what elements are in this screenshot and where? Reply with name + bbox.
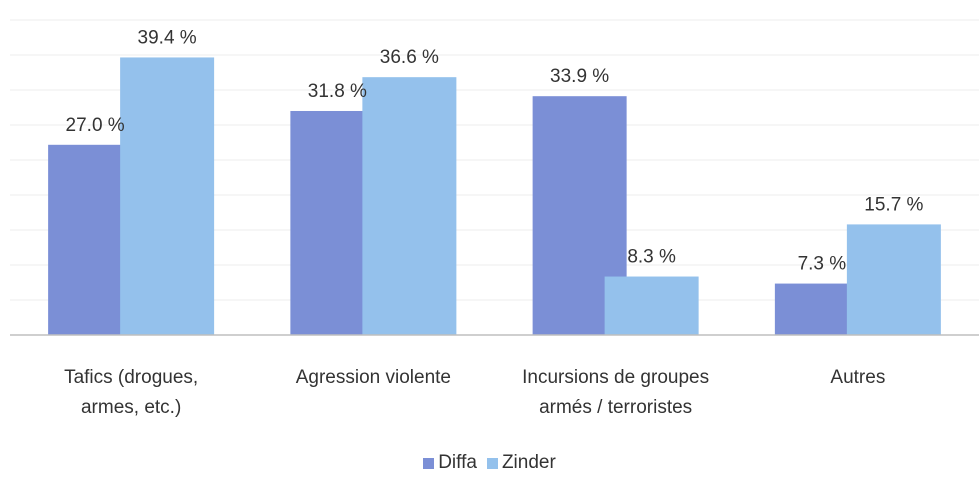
bar-chart: 27.0 % 39.4 % 31.8 % 36.6 % 33.9 % 8.3 % 7.3 %…	[10, 19, 979, 418]
data-label-diffa: 27.0 %	[66, 115, 125, 136]
category-label: Incursions de groupes	[522, 367, 709, 388]
legend: Diffa Zinder	[0, 451, 979, 475]
bars	[48, 57, 941, 336]
data-label-diffa: 33.9 %	[550, 66, 609, 87]
legend-label-zinder: Zinder	[501, 452, 556, 473]
data-label-diffa: 31.8 %	[308, 81, 367, 102]
category-label: armés / terroristes	[539, 397, 692, 418]
legend-label-diffa: Diffa	[438, 452, 477, 473]
bar-zinder	[120, 57, 215, 336]
category-label: armes, etc.)	[81, 397, 181, 418]
data-label-zinder: 8.3 %	[627, 247, 676, 268]
category-label: Tafics (drogues,	[64, 367, 198, 388]
legend-item-zinder: Zinder	[486, 452, 556, 474]
data-label-diffa: 7.3 %	[798, 254, 847, 275]
legend-swatch-diffa	[423, 457, 435, 469]
bar-zinder	[846, 224, 941, 335]
bar-zinder	[362, 77, 457, 335]
category-label: Autres	[830, 367, 885, 388]
category-labels: Tafics (drogues, armes, etc.) Agression vi…	[64, 367, 885, 418]
data-label-zinder: 15.7 %	[864, 194, 923, 215]
category-label: Agression violente	[296, 367, 451, 388]
data-label-zinder: 36.6 %	[380, 47, 439, 68]
legend-item-diffa: Diffa	[423, 452, 477, 474]
legend-swatch-zinder	[486, 457, 498, 469]
data-labels: 27.0 % 39.4 % 31.8 % 36.6 % 33.9 % 8.3 % 7.3 %…	[66, 27, 924, 274]
bar-zinder	[604, 276, 699, 335]
data-label-zinder: 39.4 %	[138, 27, 197, 48]
